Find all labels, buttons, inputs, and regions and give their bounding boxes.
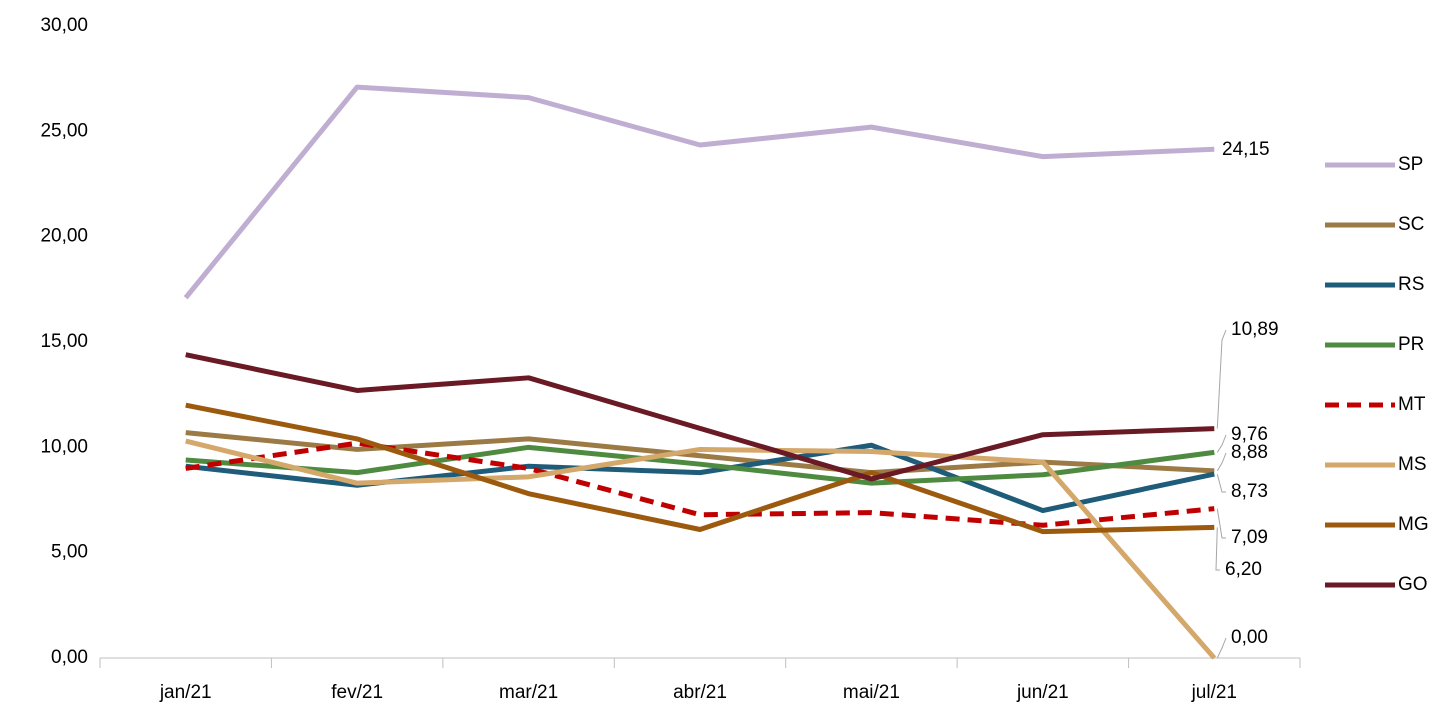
legend-label: MT bbox=[1398, 394, 1426, 415]
series-line bbox=[185, 352, 1215, 482]
x-tick-label: mai/21 bbox=[843, 682, 900, 703]
legend-label: PR bbox=[1398, 334, 1424, 355]
x-tick-label: fev/21 bbox=[331, 682, 383, 703]
series-line bbox=[183, 84, 1215, 300]
data-label: 0,00 bbox=[1231, 627, 1268, 648]
legend-label: RS bbox=[1398, 274, 1424, 295]
leader-line bbox=[1216, 452, 1227, 472]
series-line bbox=[185, 402, 1215, 535]
leader-line bbox=[1216, 637, 1227, 659]
x-tick-label: mar/21 bbox=[499, 682, 558, 703]
y-tick-label: 10,00 bbox=[40, 436, 88, 457]
leader-line bbox=[1216, 473, 1226, 493]
data-label: 10,89 bbox=[1231, 319, 1279, 340]
data-label: 9,76 bbox=[1231, 424, 1268, 445]
leader-line bbox=[1216, 434, 1227, 453]
y-tick-label: 20,00 bbox=[40, 226, 88, 247]
x-tick-label: jul/21 bbox=[1191, 682, 1237, 703]
data-label: 8,73 bbox=[1231, 481, 1268, 502]
x-tick-label: abr/21 bbox=[673, 682, 727, 703]
data-label: 7,09 bbox=[1231, 527, 1268, 548]
y-tick-label: 0,00 bbox=[51, 647, 88, 668]
x-tick-label: jan/21 bbox=[159, 682, 212, 703]
leader-line bbox=[1216, 329, 1227, 429]
data-label: 24,15 bbox=[1222, 139, 1270, 160]
data-label: 6,20 bbox=[1225, 559, 1262, 580]
legend-label: GO bbox=[1398, 574, 1428, 595]
legend-label: MG bbox=[1398, 514, 1429, 535]
leader-line bbox=[1216, 508, 1226, 539]
y-tick-label: 15,00 bbox=[40, 331, 88, 352]
y-tick-label: 25,00 bbox=[40, 120, 88, 141]
leader-line bbox=[1215, 527, 1220, 571]
y-tick-label: 30,00 bbox=[40, 15, 88, 36]
legend-label: SP bbox=[1398, 154, 1423, 175]
legend-label: SC bbox=[1398, 214, 1424, 235]
data-label: 8,88 bbox=[1231, 442, 1268, 463]
series-line bbox=[185, 444, 1215, 486]
legend-label: MS bbox=[1398, 454, 1427, 475]
x-tick-label: jun/21 bbox=[1016, 682, 1069, 703]
y-tick-label: 5,00 bbox=[51, 542, 88, 563]
series-line bbox=[185, 440, 1215, 528]
series-line bbox=[185, 438, 1217, 660]
